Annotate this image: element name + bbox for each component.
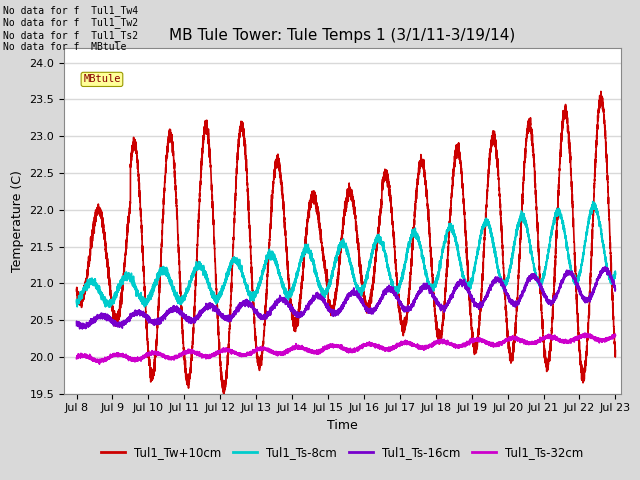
Text: MBtule: MBtule xyxy=(83,74,121,84)
Y-axis label: Temperature (C): Temperature (C) xyxy=(11,170,24,272)
Title: MB Tule Tower: Tule Temps 1 (3/1/11-3/19/14): MB Tule Tower: Tule Temps 1 (3/1/11-3/19… xyxy=(169,28,516,43)
Legend: Tul1_Tw+10cm, Tul1_Ts-8cm, Tul1_Ts-16cm, Tul1_Ts-32cm: Tul1_Tw+10cm, Tul1_Ts-8cm, Tul1_Ts-16cm,… xyxy=(97,441,588,464)
X-axis label: Time: Time xyxy=(327,419,358,432)
Text: No data for f  Tul1_Tw4
No data for f  Tul1_Tw2
No data for f  Tul1_Ts2
No data : No data for f Tul1_Tw4 No data for f Tul… xyxy=(3,5,138,52)
